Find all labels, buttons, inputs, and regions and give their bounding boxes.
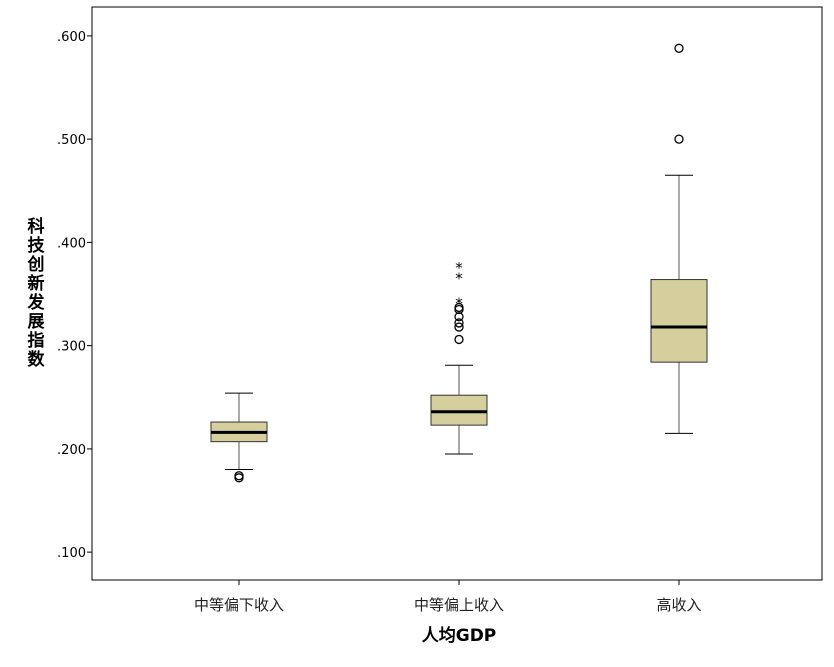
outlier-point — [674, 134, 684, 144]
y-axis-label-char: 技 — [28, 235, 46, 256]
x-axis: 中等偏下收入 中等偏上收入 高收入 — [194, 580, 702, 614]
extreme-point: * — [455, 269, 463, 287]
y-axis-label-char: 科 — [28, 216, 45, 237]
outlier-point — [234, 473, 244, 483]
y-axis-label-char: 发 — [27, 292, 46, 313]
y-tick-label: .500 — [57, 133, 86, 148]
outlier-point — [674, 43, 684, 53]
x-tick-label: 中等偏下收入 — [194, 596, 284, 614]
extreme-point: * — [455, 294, 463, 312]
outlier-point — [454, 304, 464, 315]
y-tick-label: .600 — [57, 30, 86, 45]
x-tick-label: 高收入 — [656, 596, 701, 614]
outlier-point — [454, 334, 464, 345]
box-3 — [650, 43, 708, 434]
y-axis-label-char: 新 — [28, 273, 45, 294]
x-axis-label: 人均GDP — [422, 625, 497, 646]
iqr-box — [430, 394, 488, 426]
y-axis-label-char: 展 — [28, 312, 45, 332]
boxes: *** — [210, 43, 708, 483]
outlier-point — [454, 318, 464, 328]
y-axis-label-char: 指 — [28, 330, 45, 351]
box-2: *** — [430, 259, 488, 455]
y-tick-label: .400 — [57, 236, 86, 251]
x-tick-label: 中等偏上收入 — [414, 596, 504, 614]
y-tick-label: .200 — [57, 443, 86, 458]
outlier-point — [454, 322, 464, 332]
y-axis-label-char: 创 — [27, 254, 45, 275]
y-axis-label-char: 数 — [28, 349, 46, 370]
y-tick-label: .300 — [57, 340, 86, 355]
y-axis: .100 .200 .300 .400 .500 .600 — [57, 30, 92, 561]
iqr-box — [650, 279, 708, 363]
y-tick-label: .100 — [57, 546, 86, 561]
box-1 — [210, 392, 268, 483]
extreme-point: * — [455, 259, 463, 277]
outlier-point — [454, 312, 464, 322]
